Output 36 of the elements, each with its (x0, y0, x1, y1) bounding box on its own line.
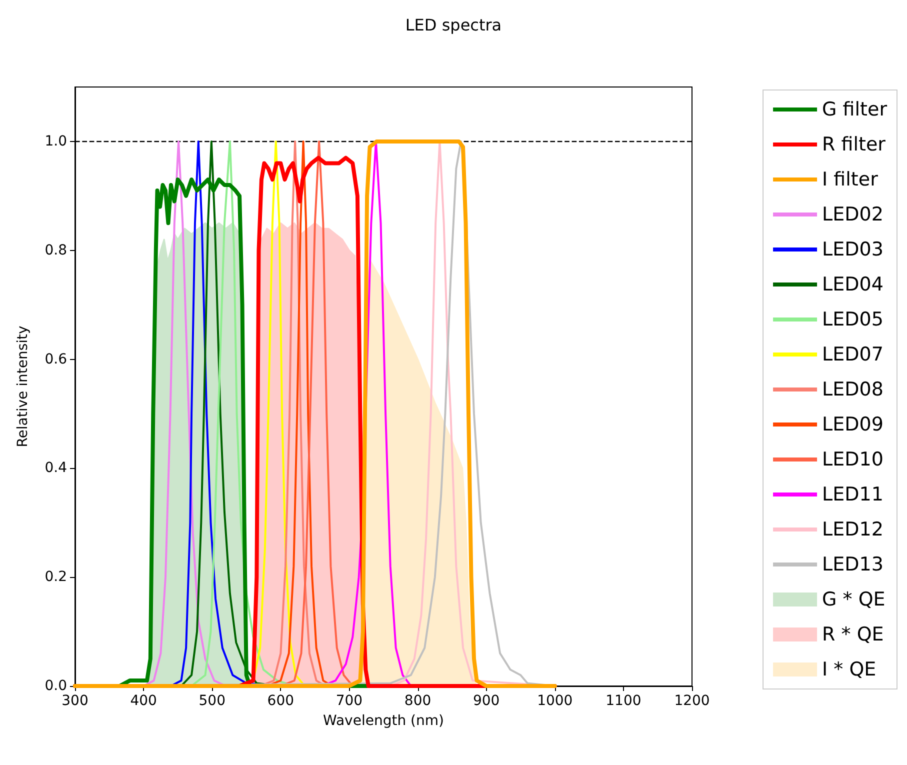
legend-label: LED02 (822, 204, 884, 226)
x-tick-label: 1000 (537, 693, 573, 709)
y-tick-label: 0.2 (44, 569, 67, 586)
y-tick-label: 0.4 (44, 460, 68, 476)
legend-label: LED05 (822, 308, 884, 330)
x-tick-label: 600 (267, 693, 294, 709)
legend-label: LED04 (822, 274, 884, 296)
legend-label: R * QE (822, 624, 884, 646)
legend-label: I * QE (822, 658, 876, 680)
x-tick-label: 1200 (674, 693, 710, 709)
legend-label: G filter (822, 98, 888, 120)
legend-label: LED11 (822, 484, 884, 506)
legend-label: LED13 (822, 554, 884, 576)
chart-title: LED spectra (405, 16, 502, 34)
x-tick-label: 300 (62, 693, 88, 709)
y-tick-label: 0.6 (44, 351, 68, 368)
y-tick-label: 0.0 (44, 678, 67, 694)
legend-label: LED12 (822, 518, 884, 540)
y-axis-title: Relative intensity (15, 326, 31, 448)
legend-label: LED07 (822, 344, 884, 366)
legend-label: LED09 (822, 414, 884, 436)
y-tick-label: 0.8 (44, 242, 67, 258)
legend-label: I filter (822, 168, 878, 190)
legend-label: R filter (822, 134, 886, 156)
x-tick-label: 500 (198, 693, 226, 709)
legend-label: LED08 (822, 378, 884, 400)
x-axis-title: Wavelength (nm) (323, 713, 444, 729)
x-tick-label: 800 (404, 693, 432, 709)
x-tick-label: 1100 (606, 693, 642, 709)
legend-label: G * QE (822, 588, 886, 610)
x-tick-label: 900 (472, 693, 500, 709)
legend-label: LED03 (822, 238, 884, 260)
y-tick-label: 1.0 (44, 133, 67, 150)
x-tick-label: 700 (336, 693, 363, 709)
legend-label: LED10 (822, 448, 884, 470)
x-tick-label: 400 (130, 693, 157, 709)
